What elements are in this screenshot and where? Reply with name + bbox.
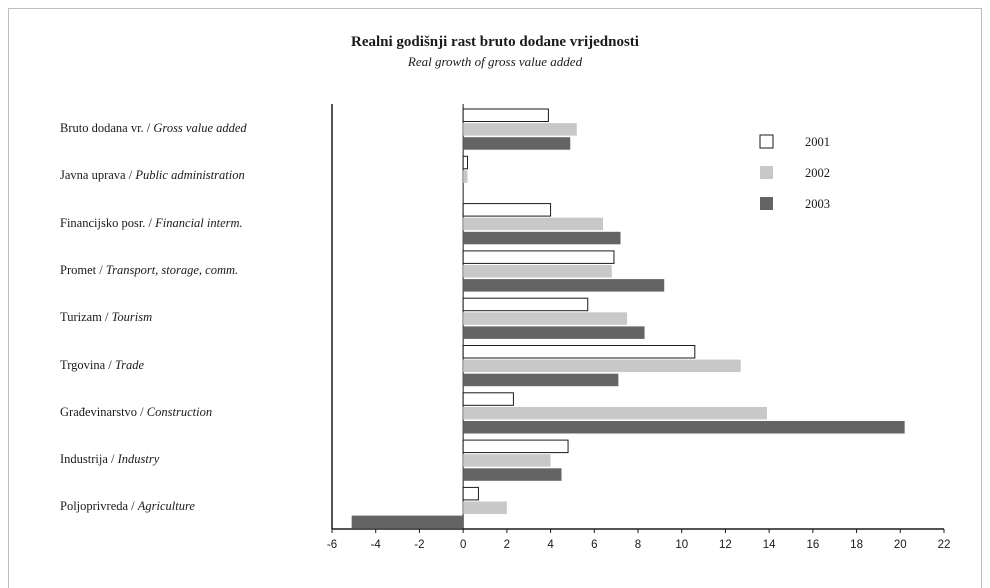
x-tick-label: 10 [675, 539, 688, 551]
bar-2001 [462, 203, 552, 217]
bar-2003 [463, 468, 562, 481]
bar-2001 [462, 439, 569, 454]
category-label: Poljoprivreda / Agriculture [60, 499, 310, 514]
bar-2002 [463, 454, 551, 467]
bar-2001 [462, 108, 549, 122]
category-label-hr: Javna uprava / [60, 168, 136, 183]
category-label-en: Trade [114, 357, 145, 372]
category-label-hr: Financijsko posr. / [60, 215, 156, 230]
x-tick-label: 12 [719, 539, 732, 551]
category-label-en: Tourism [111, 310, 153, 325]
category-label-hr: Turizam / [60, 310, 112, 325]
bar-2001 [462, 392, 514, 406]
category-label-en: Financial interm. [155, 215, 243, 230]
bar-2002 [463, 406, 767, 420]
category-label-en: Public administration [135, 168, 245, 183]
legend-label-2003: 2003 [805, 197, 830, 211]
bar-2001 [462, 155, 469, 170]
x-tick-label: 18 [850, 539, 863, 551]
category-label: Financijsko posr. / Financial interm. [60, 216, 310, 231]
category-label-en: Transport, storage, comm. [105, 262, 239, 277]
category-label-en: Agriculture [137, 499, 195, 514]
category-label-en: Industry [117, 452, 160, 467]
chart-title: Realni godišnji rast bruto dodane vrijed… [351, 34, 639, 50]
bar-2002 [463, 217, 604, 231]
bar-2003 [463, 326, 645, 339]
category-label-hr: Trgovina / [60, 357, 115, 372]
bar-2002 [463, 265, 612, 278]
chart-subtitle: Real growth of gross value added [407, 54, 583, 69]
bar-2003 [351, 515, 464, 529]
bar-2003 [463, 373, 619, 387]
bar-2002 [463, 359, 741, 373]
bar-2002 [463, 312, 628, 325]
x-tick-label: 16 [806, 539, 819, 551]
bar-2003 [463, 421, 905, 434]
category-label: Bruto dodana vr. / Gross value added [60, 121, 310, 136]
bar-2003 [463, 137, 571, 150]
bar-2001 [462, 486, 479, 501]
category-label: Javna uprava / Public administration [60, 168, 310, 183]
x-tick-label: -4 [371, 539, 382, 551]
category-label-en: Construction [146, 404, 213, 419]
x-tick-label: 22 [938, 539, 951, 551]
category-label-hr: Industrija / [60, 452, 118, 467]
x-tick-label: -6 [327, 539, 337, 551]
category-label-hr: Promet / [60, 262, 106, 277]
bar-2001 [462, 250, 615, 264]
category-label: Industrija / Industry [60, 452, 310, 467]
legend-swatch-2001 [759, 134, 774, 149]
bar-2002 [463, 501, 507, 514]
x-tick-label: 2 [504, 539, 510, 551]
category-label-hr: Poljoprivreda / [60, 499, 138, 514]
category-label-hr: Bruto dodana vr. / [60, 121, 154, 135]
category-label-hr: Građevinarstvo / [60, 404, 147, 419]
bar-2001 [462, 297, 589, 312]
x-tick-label: -2 [414, 539, 424, 551]
bar-2003 [463, 279, 665, 292]
bar-2001 [462, 345, 696, 359]
category-label-en: Gross value added [153, 121, 247, 135]
x-tick-label: 8 [635, 539, 641, 551]
category-label: Turizam / Tourism [60, 310, 310, 325]
x-tick-label: 4 [547, 539, 554, 551]
legend-label-2001: 2001 [805, 135, 830, 149]
category-label: Promet / Transport, storage, comm. [60, 263, 310, 278]
x-tick-label: 6 [591, 539, 597, 551]
x-tick-label: 0 [460, 539, 466, 551]
bar-2002 [463, 123, 577, 136]
legend-swatch-2003 [760, 197, 773, 210]
bar-2003 [463, 231, 621, 245]
chart-frame [8, 8, 982, 588]
legend-swatch-2002 [760, 166, 773, 179]
legend-label-2002: 2002 [805, 166, 830, 180]
category-label: Građevinarstvo / Construction [60, 405, 310, 420]
x-tick-label: 20 [894, 539, 907, 551]
category-label: Trgovina / Trade [60, 358, 310, 373]
x-tick-label: 14 [763, 539, 776, 551]
bar-2002 [463, 170, 468, 183]
